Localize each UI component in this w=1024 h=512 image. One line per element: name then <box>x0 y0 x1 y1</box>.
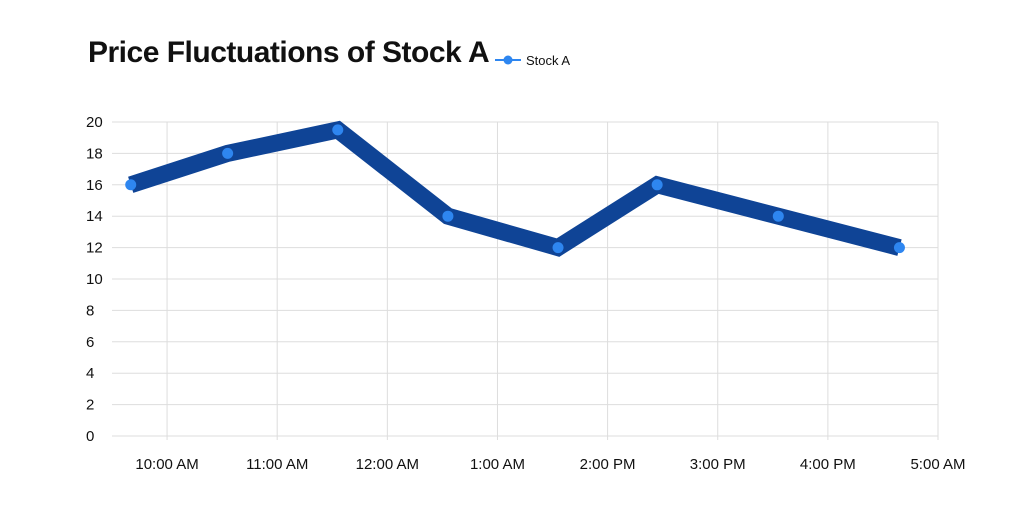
data-point <box>222 147 234 159</box>
y-tick-label: 14 <box>86 208 103 225</box>
grid-layer <box>112 121 939 440</box>
chart-title: Price Fluctuations of Stock A <box>88 36 490 69</box>
data-point <box>772 210 784 222</box>
data-point <box>332 124 344 136</box>
legend: Stock A <box>494 52 570 68</box>
y-tick-label: 18 <box>86 145 103 162</box>
x-tick-label: 10:00 AM <box>135 456 198 473</box>
x-tick-label: 4:00 PM <box>800 456 856 473</box>
data-point <box>893 242 905 254</box>
y-tick-label: 6 <box>86 334 94 351</box>
x-tick-label: 1:00 AM <box>470 456 525 473</box>
legend-label: Stock A <box>526 52 571 68</box>
x-tick-label: 5:00 AM <box>910 456 965 473</box>
y-tick-label: 0 <box>86 428 94 445</box>
x-tick-label: 2:00 PM <box>580 456 636 473</box>
y-tick-label: 10 <box>86 271 103 288</box>
y-tick-label: 12 <box>86 240 103 257</box>
y-tick-label: 20 <box>86 114 103 131</box>
data-point <box>442 210 454 222</box>
data-point <box>552 242 564 254</box>
x-tick-label: 3:00 PM <box>690 456 746 473</box>
data-point <box>125 179 137 191</box>
y-tick-label: 4 <box>86 365 94 382</box>
x-tick-label: 11:00 AM <box>246 456 308 473</box>
series-layer <box>125 120 905 257</box>
legend-marker-icon <box>495 55 521 65</box>
data-point <box>651 179 663 191</box>
y-tick-label: 8 <box>86 302 94 319</box>
axis-layer: 0 2 4 6 8 10 12 14 16 18 20 10:00 AM 11:00 AM 12:00 A… <box>86 114 966 473</box>
x-tick-label: 12:00 AM <box>356 456 419 473</box>
series-line <box>128 120 902 257</box>
y-tick-label: 2 <box>86 397 94 414</box>
y-tick-label: 16 <box>86 177 103 194</box>
